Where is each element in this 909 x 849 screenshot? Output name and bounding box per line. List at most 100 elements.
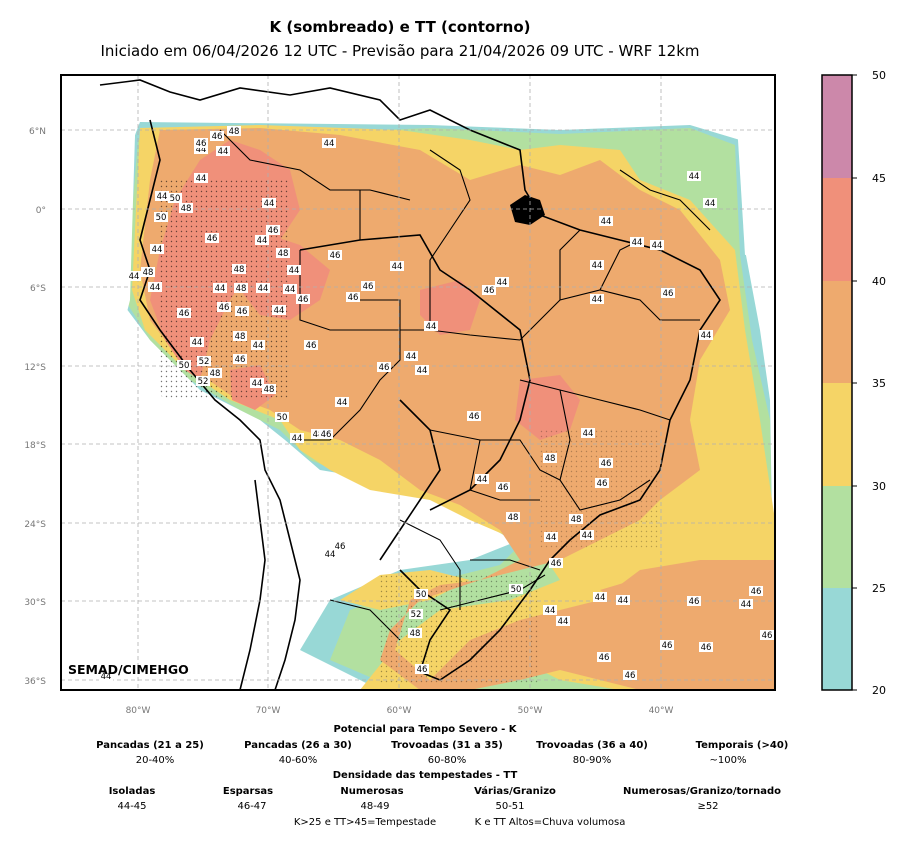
longitude-labels: 80°W 70°W 60°W 50°W 40°W (126, 706, 674, 716)
atlantic-mask (735, 75, 775, 255)
tt-contour-label: 46 (219, 303, 230, 313)
legend-tt-class-value: 50-51 (495, 801, 525, 812)
tt-label-box (255, 235, 269, 245)
tt-label-box (194, 173, 208, 183)
tt-label-box (328, 250, 342, 260)
tt-label-box (687, 171, 701, 181)
tt-label-box (415, 664, 429, 674)
tt-label-box (404, 351, 418, 361)
tt-contour-label: 44 (258, 284, 269, 294)
tt-label-box (590, 260, 604, 270)
tt-contour-label: 44 (257, 236, 268, 246)
tt-label-box (569, 514, 583, 524)
tt-label-box (630, 237, 644, 247)
tt-contour-label: 44 (652, 241, 663, 251)
tt-label-box (194, 144, 208, 154)
tt-contour-label: 46 (599, 653, 610, 663)
tt-label-box (233, 354, 247, 364)
tt-contour-label: 48 (571, 515, 582, 525)
tt-contour-label: 52 (198, 377, 209, 387)
tt-contour-label: 46 (498, 483, 509, 493)
tt-label-box (217, 302, 231, 312)
lat-label: 24°S (24, 520, 46, 530)
highland-mask (61, 75, 775, 690)
legend-tt-header: Densidade das tempestades - TT (332, 770, 518, 781)
tt-label-box (506, 512, 520, 522)
tt-contour-label: 44 (583, 429, 594, 439)
legend-tt-class-label: Isoladas (108, 786, 156, 797)
tt-contour-label: 44 (337, 398, 348, 408)
tt-label-box (196, 376, 210, 386)
tt-contour-label: 48 (545, 454, 556, 464)
tt-label-box (276, 248, 290, 258)
tt-contour-label: 46 (235, 355, 246, 365)
lon-label: 80°W (126, 706, 151, 716)
tt-contour-label: 44 (582, 531, 593, 541)
tt-contour-label: 50 (416, 590, 427, 600)
tt-contour-label: 48 (229, 127, 240, 137)
legend-tt-class-label: Várias/Granizo (474, 786, 556, 797)
colorbar-tick-label: 50 (872, 69, 886, 82)
tt-label-box (210, 131, 224, 141)
tt-label-box (377, 362, 391, 372)
tt-contour-label: 44 (101, 672, 112, 682)
tt-label-box (216, 146, 230, 156)
legend-k-class-label: Trovoadas (36 a 40) (536, 740, 648, 751)
marajo-island (510, 195, 545, 225)
tt-label-box (179, 203, 193, 213)
colorbar-segment-30-35 (822, 383, 852, 486)
tt-label-box (304, 340, 318, 350)
legend-k-class-value: 80-90% (572, 755, 612, 766)
tt-contour-label: 44 (705, 199, 716, 209)
lat-label: 6°S (30, 284, 46, 294)
tt-label-box (650, 240, 664, 250)
tt-contour-label: 46 (762, 631, 773, 641)
tt-label-box (760, 630, 774, 640)
tt-label-box (154, 212, 168, 222)
tt-label-box (509, 584, 523, 594)
tt-label-box (361, 281, 375, 291)
map-subtitle: Iniciado em 06/04/2026 12 UTC - Previsão… (100, 42, 700, 60)
tt-label-box (599, 458, 613, 468)
tt-label-box (232, 264, 246, 274)
tt-label-box (296, 294, 310, 304)
tt-contour-label: 44 (632, 238, 643, 248)
legend-k-class-value: 60-80% (427, 755, 467, 766)
tt-label-box (543, 453, 557, 463)
tt-contour-label: 46 (335, 542, 346, 552)
lon-label: 50°W (518, 706, 543, 716)
tt-label-box (197, 356, 211, 366)
tt-contour-label: 52 (411, 610, 422, 620)
tt-label-box (233, 331, 247, 341)
tt-contour-label: 48 (410, 629, 421, 639)
tt-contour-label: 44 (741, 600, 752, 610)
tt-label-box (205, 233, 219, 243)
tt-contour-label: 46 (469, 412, 480, 422)
tt-contour-label: 44 (152, 245, 163, 255)
colorbar-segment-45-50 (822, 75, 852, 178)
tt-contour-label: 48 (234, 265, 245, 275)
tt-label-box (256, 283, 270, 293)
tt-contour-label: 44 (289, 266, 300, 276)
tt-label-box (424, 321, 438, 331)
colorbar-tick-label: 35 (872, 377, 886, 390)
lat-label: 0° (36, 206, 46, 216)
tt-label-box (127, 271, 141, 281)
legend-footer-right: K e TT Altos=Chuva volumosa (474, 817, 626, 828)
tt-label-box (699, 330, 713, 340)
tt-contour-label: 46 (330, 251, 341, 261)
colorbar: 50 45 40 35 30 25 20 (821, 69, 886, 697)
tt-contour-label: 44 (274, 306, 285, 316)
lon-label: 70°W (256, 706, 281, 716)
tt-label-box (322, 138, 336, 148)
legend-k-class-label: Temporais (>40) (695, 740, 789, 751)
tt-contour-label: 44 (426, 322, 437, 332)
tt-label-box (208, 368, 222, 378)
tt-contour-label: 52 (199, 357, 210, 367)
tt-contour-label: 44 (215, 284, 226, 294)
tt-label-box (699, 642, 713, 652)
tt-contour-label: 50 (179, 361, 190, 371)
colorbar-tick-label: 40 (872, 275, 886, 288)
